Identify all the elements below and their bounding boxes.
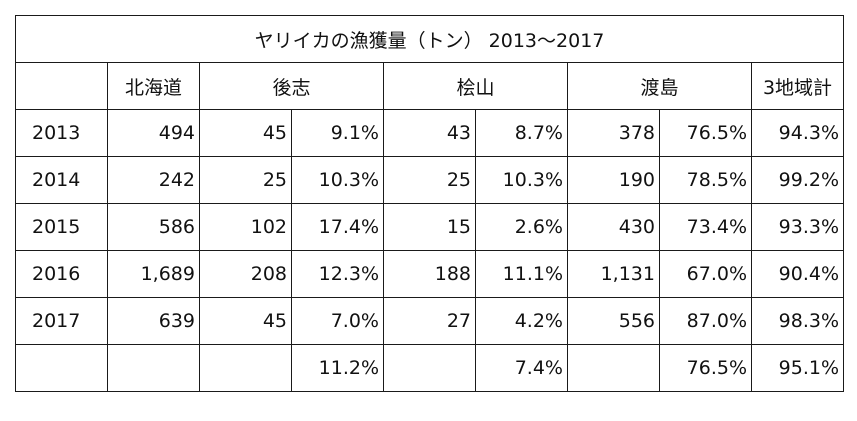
header-row: 北海道 後志 桧山 渡島 3地域計 [15,62,844,110]
cell-year: 2016 [15,250,108,298]
cell-total-pct: 90.4% [751,250,844,298]
average-row: 11.2% 7.4% 76.5% 95.1% [15,344,844,392]
header-oshima: 渡島 [567,62,752,110]
table-row: 2015 586 102 17.4% 15 2.6% 430 73.4% 93.… [15,203,844,251]
title-row: ヤリイカの漁獲量（トン） 2013～2017 [15,15,844,63]
cell-year: 2017 [15,297,108,345]
cell-total-pct: 93.3% [751,203,844,251]
avg-oshima-pct: 76.5% [659,344,752,392]
cell-hiyama-pct: 10.3% [475,156,568,204]
cell-oshima-pct: 87.0% [659,297,752,345]
table-row: 2014 242 25 10.3% 25 10.3% 190 78.5% 99.… [15,156,844,204]
cell-oshima-pct: 73.4% [659,203,752,251]
header-blank [15,62,108,110]
table-row: 2017 639 45 7.0% 27 4.2% 556 87.0% 98.3% [15,297,844,345]
cell-total-pct: 99.2% [751,156,844,204]
cell-total-pct: 98.3% [751,297,844,345]
cell-shiribeshi: 45 [199,109,292,157]
cell-year: 2014 [15,156,108,204]
cell-year: 2015 [15,203,108,251]
cell-hiyama-pct: 2.6% [475,203,568,251]
avg-shiribeshi-pct: 11.2% [291,344,384,392]
cell-oshima: 1,131 [567,250,660,298]
cell-hokkaido: 639 [107,297,200,345]
cell-hiyama-pct: 8.7% [475,109,568,157]
cell-shiribeshi-pct: 17.4% [291,203,384,251]
cell-oshima-pct: 78.5% [659,156,752,204]
cell-empty [383,344,476,392]
cell-hokkaido: 242 [107,156,200,204]
header-shiribeshi: 後志 [199,62,384,110]
cell-hiyama-pct: 4.2% [475,297,568,345]
table-title: ヤリイカの漁獲量（トン） 2013～2017 [15,15,844,63]
cell-shiribeshi: 45 [199,297,292,345]
cell-oshima: 378 [567,109,660,157]
cell-shiribeshi-pct: 7.0% [291,297,384,345]
cell-oshima: 556 [567,297,660,345]
cell-hiyama: 25 [383,156,476,204]
cell-year: 2013 [15,109,108,157]
cell-shiribeshi: 208 [199,250,292,298]
catch-table: ヤリイカの漁獲量（トン） 2013～2017 北海道 後志 桧山 渡島 3地域計… [15,15,844,392]
cell-shiribeshi: 102 [199,203,292,251]
cell-empty [567,344,660,392]
cell-shiribeshi-pct: 10.3% [291,156,384,204]
header-total: 3地域計 [751,62,844,110]
header-hokkaido: 北海道 [107,62,200,110]
table-row: 2013 494 45 9.1% 43 8.7% 378 76.5% 94.3% [15,109,844,157]
cell-shiribeshi: 25 [199,156,292,204]
cell-empty [199,344,292,392]
avg-hiyama-pct: 7.4% [475,344,568,392]
cell-oshima-pct: 76.5% [659,109,752,157]
avg-total-pct: 95.1% [751,344,844,392]
cell-oshima-pct: 67.0% [659,250,752,298]
cell-hokkaido: 1,689 [107,250,200,298]
cell-empty [107,344,200,392]
cell-oshima: 190 [567,156,660,204]
cell-hiyama-pct: 11.1% [475,250,568,298]
cell-total-pct: 94.3% [751,109,844,157]
cell-hiyama: 43 [383,109,476,157]
cell-empty [15,344,108,392]
table-row: 2016 1,689 208 12.3% 188 11.1% 1,131 67.… [15,250,844,298]
header-hiyama: 桧山 [383,62,568,110]
cell-shiribeshi-pct: 12.3% [291,250,384,298]
cell-hiyama: 188 [383,250,476,298]
cell-hokkaido: 586 [107,203,200,251]
cell-hokkaido: 494 [107,109,200,157]
cell-oshima: 430 [567,203,660,251]
cell-hiyama: 27 [383,297,476,345]
cell-shiribeshi-pct: 9.1% [291,109,384,157]
cell-hiyama: 15 [383,203,476,251]
